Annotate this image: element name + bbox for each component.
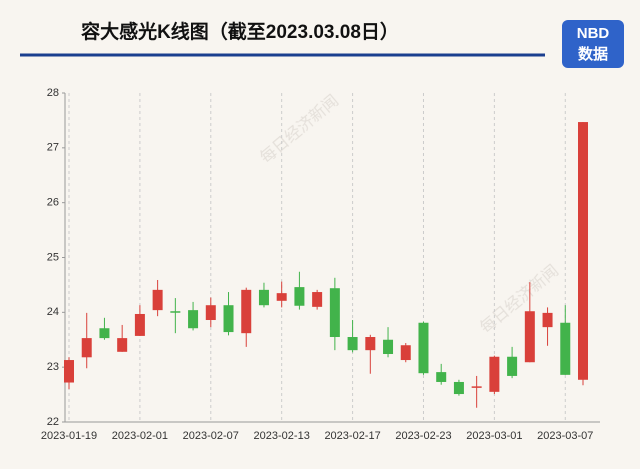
x-tick-label: 2023-02-17 (324, 430, 380, 442)
y-tick-label: 23 (47, 361, 59, 373)
logo-top: NBD (577, 25, 610, 42)
candle-body (418, 322, 429, 374)
candle-body (241, 289, 252, 334)
candle-body (81, 338, 92, 358)
candle-body (542, 312, 553, 328)
y-tick-label: 22 (47, 416, 59, 428)
candle-body (365, 337, 376, 351)
candle-body (99, 328, 110, 339)
chart-title: 容大感光K线图（截至2023.03.08日） (81, 20, 399, 43)
candle-body (383, 339, 394, 355)
candle-body (170, 311, 181, 313)
candle-body (489, 356, 500, 392)
y-tick-label: 28 (47, 87, 59, 99)
logo-bottom: 数据 (578, 45, 608, 63)
candle-body (453, 381, 464, 395)
candle-body (223, 305, 234, 333)
candle-body (258, 289, 269, 306)
candle-body (134, 313, 145, 336)
x-tick-label: 2023-03-01 (466, 430, 522, 442)
candle-body (436, 372, 447, 382)
x-tick-label: 2023-02-13 (254, 430, 310, 442)
candle-body (347, 337, 358, 351)
y-tick-label: 26 (47, 197, 59, 209)
candle-body (188, 310, 199, 329)
logo-box (562, 20, 624, 68)
candle-body (276, 293, 287, 301)
x-tick-label: 2023-02-07 (183, 430, 239, 442)
x-tick-label: 2023-03-07 (537, 430, 593, 442)
candle-body (329, 288, 340, 338)
y-tick-label: 27 (47, 142, 59, 154)
candle-body (471, 386, 482, 388)
candle-body (205, 305, 216, 321)
y-tick-label: 24 (47, 306, 59, 318)
candle-body (294, 287, 305, 306)
candle-body (578, 122, 588, 380)
candle-body (152, 289, 163, 311)
y-tick-label: 25 (47, 251, 59, 263)
x-tick-label: 2023-02-01 (112, 430, 168, 442)
candle-body (64, 360, 74, 383)
x-tick-label: 2023-02-23 (395, 430, 451, 442)
candle-body (312, 292, 323, 307)
candle-body (507, 356, 518, 376)
candle-body (524, 311, 535, 363)
logo: NBD 数据 (562, 20, 624, 68)
candle-body (400, 345, 411, 361)
x-tick-label: 2023-01-19 (41, 430, 97, 442)
candle-body (117, 338, 128, 352)
candle-body (560, 322, 571, 375)
